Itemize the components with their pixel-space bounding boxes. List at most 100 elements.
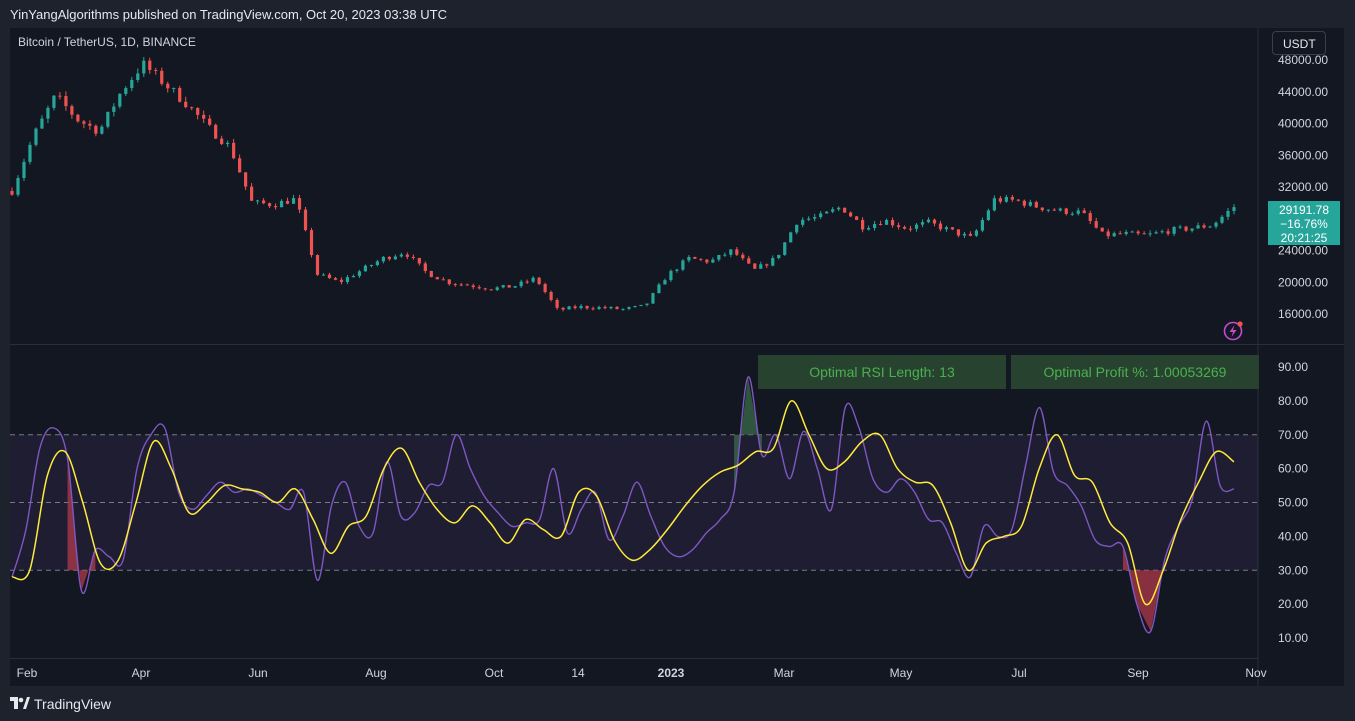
tradingview-logo-text: TradingView	[34, 696, 112, 712]
tradingview-logo-icon	[10, 696, 30, 712]
candle-body	[878, 223, 883, 225]
rsi-line	[11, 376, 1235, 634]
candle-body	[621, 308, 625, 310]
candle-body	[771, 258, 775, 266]
candle-body	[591, 308, 595, 310]
time-tick-label: 2023	[658, 666, 685, 680]
candle-body	[459, 284, 463, 286]
candle-body	[76, 114, 80, 122]
candle-body	[1190, 228, 1194, 231]
candle-body	[82, 121, 86, 124]
candle-body	[705, 259, 709, 263]
candle-body	[843, 207, 847, 213]
candle-body	[393, 256, 397, 260]
last-price-change: −16.76%	[1280, 217, 1328, 231]
candle-body	[202, 114, 206, 119]
candle-body	[513, 286, 517, 288]
candle-body	[339, 279, 344, 282]
candle-body	[1166, 231, 1170, 234]
candle-body	[94, 125, 98, 134]
candle-body	[914, 224, 919, 229]
candle-body	[699, 258, 703, 260]
candle-body	[124, 88, 128, 94]
price-tick-label: 24000.00	[1278, 244, 1328, 258]
candle-body	[130, 79, 134, 89]
candle-body	[321, 274, 326, 276]
candle-body	[651, 293, 655, 304]
candle-body	[711, 259, 715, 263]
candle-body	[735, 249, 739, 255]
candle-body	[88, 123, 92, 126]
price-tick-label: 20000.00	[1278, 275, 1328, 289]
candle-body	[639, 304, 643, 306]
candle-body	[819, 213, 823, 218]
alert-lightning-icon[interactable]	[1223, 321, 1243, 341]
currency-button[interactable]: USDT	[1272, 31, 1326, 55]
candle-body	[675, 269, 679, 271]
candle-body	[501, 285, 505, 288]
candle-body	[974, 230, 979, 236]
candle-body	[801, 219, 805, 225]
candle-body	[555, 299, 559, 308]
candle-body	[579, 305, 583, 309]
candle-body	[956, 229, 961, 236]
candle-body	[507, 285, 511, 288]
time-tick-label: Oct	[485, 666, 504, 680]
candle-body	[184, 101, 188, 108]
candle-body	[441, 279, 445, 281]
candle-body	[1160, 231, 1164, 233]
time-tick-label: Mar	[774, 666, 795, 680]
candle-body	[998, 198, 1002, 202]
candle-body	[1058, 208, 1062, 211]
candle-body	[327, 274, 332, 279]
rsi-signal-line	[11, 400, 1235, 606]
candle-body	[519, 281, 523, 287]
candle-body	[687, 256, 691, 261]
candle-body	[831, 209, 835, 212]
candle-body	[950, 227, 955, 230]
candle-body	[250, 186, 254, 201]
candle-body	[357, 271, 362, 277]
candle-body	[777, 254, 781, 259]
candle-body	[387, 256, 391, 260]
candle-body	[309, 230, 314, 256]
rsi-tick-label: 60.00	[1278, 462, 1308, 476]
candle-body	[920, 222, 925, 225]
candle-body	[190, 107, 194, 109]
candle-body	[315, 255, 320, 275]
candle-body	[1010, 196, 1014, 200]
candle-body	[1136, 231, 1140, 234]
candle-body	[1100, 227, 1104, 232]
candle-body	[807, 218, 811, 220]
candle-body	[663, 280, 667, 285]
tradingview-logo[interactable]: TradingView	[10, 696, 111, 712]
candle-body	[1040, 207, 1044, 211]
candle-body	[232, 142, 236, 159]
candle-body	[681, 260, 685, 270]
candle-body	[633, 305, 637, 308]
candle-body	[902, 226, 907, 229]
price-tick-label: 40000.00	[1278, 117, 1328, 131]
candle-body	[351, 276, 356, 278]
candle-body	[40, 118, 44, 129]
candle-body	[112, 106, 116, 112]
candle-body	[465, 284, 469, 286]
candle-body	[375, 261, 380, 266]
candle-body	[1112, 233, 1116, 237]
candle-body	[1034, 202, 1038, 208]
candle-body	[489, 289, 493, 291]
candle-body	[22, 161, 26, 179]
candle-body	[214, 124, 218, 139]
candle-body	[1070, 213, 1074, 215]
candle-body	[567, 306, 571, 310]
candle-body	[172, 88, 176, 90]
candle-body	[429, 270, 433, 278]
price-axis-ticks: 48000.00 44000.00 40000.00 36000.00 32000.00…	[1278, 53, 1328, 321]
symbol-label: Bitcoin / TetherUS, 1D, BINANCE	[18, 35, 196, 49]
oversold-fill	[67, 458, 96, 591]
candle-body	[1052, 209, 1056, 211]
candle-body	[1142, 233, 1146, 235]
candle-body	[208, 118, 212, 125]
candle-body	[1178, 226, 1182, 228]
